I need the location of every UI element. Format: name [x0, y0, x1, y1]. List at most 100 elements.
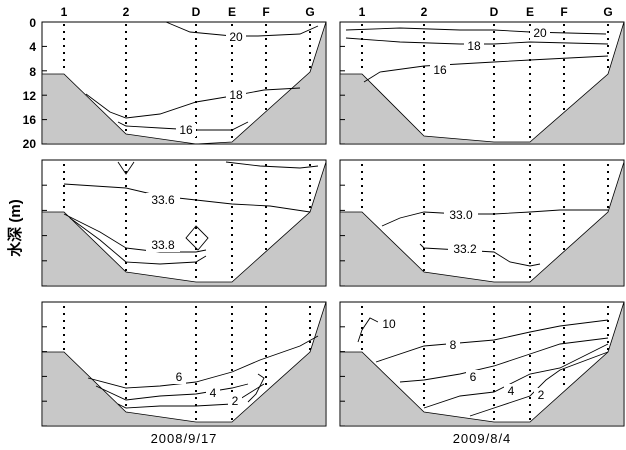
station-sample-dot [309, 327, 311, 329]
station-sample-dot [125, 101, 127, 103]
station-sample-dot [125, 269, 127, 271]
contour-label: 16 [433, 63, 447, 77]
station-sample-dot [125, 313, 127, 315]
station-sample-dot [607, 38, 609, 40]
station-sample-dot [529, 129, 531, 131]
station-sample-dot [563, 362, 565, 364]
station-sample-dot [493, 66, 495, 68]
station-sample-dot [493, 220, 495, 222]
station-sample-dot [529, 171, 531, 173]
station-sample-dot [125, 341, 127, 343]
station-sample-dot [423, 404, 425, 406]
contour-label: 2 [538, 388, 545, 402]
station-sample-dot [563, 348, 565, 350]
station-sample-dot [529, 192, 531, 194]
station-sample-dot [529, 383, 531, 385]
station-sample-dot [63, 341, 65, 343]
station-sample-dot [563, 87, 565, 89]
station-sample-dot [423, 313, 425, 315]
station-sample-dot [195, 45, 197, 47]
station-sample-dot [231, 108, 233, 110]
station-sample-dot [361, 52, 363, 54]
station-sample-dot [195, 38, 197, 40]
contour-33-6-r2-left [63, 183, 311, 213]
station-sample-dot [423, 390, 425, 392]
station-sample-dot [195, 327, 197, 329]
station-sample-dot [231, 115, 233, 117]
station-sample-dot [529, 262, 531, 264]
station-sample-dot [195, 234, 197, 236]
contour-label: 33.6 [151, 193, 175, 207]
station-sample-dot [563, 101, 565, 103]
station-sample-dot [231, 101, 233, 103]
station-sample-dot [125, 327, 127, 329]
station-sample-dot [529, 390, 531, 392]
station-sample-dot [423, 122, 425, 124]
station-sample-dot [195, 262, 197, 264]
station-sample-dot [309, 348, 311, 350]
station-sample-dot [265, 185, 267, 187]
station-sample-dot [265, 306, 267, 308]
station-sample-dot [563, 80, 565, 82]
station-sample-dot [265, 59, 267, 61]
station-sample-dot [529, 255, 531, 257]
station-sample-dot [493, 383, 495, 385]
station-sample-dot [195, 80, 197, 82]
station-sample-dot [361, 171, 363, 173]
station-sample-dot [493, 178, 495, 180]
station-sample-dot [607, 306, 609, 308]
station-sample-dot [361, 306, 363, 308]
station-sample-dot [423, 320, 425, 322]
station-sample-dot [529, 213, 531, 215]
station-sample-dot [63, 348, 65, 350]
station-sample-dot [361, 185, 363, 187]
station-sample-dot [361, 334, 363, 336]
station-sample-dot [265, 31, 267, 33]
station-sample-dot [309, 334, 311, 336]
station-sample-dot [563, 355, 565, 357]
station-sample-dot [423, 369, 425, 371]
station-sample-dot [195, 418, 197, 420]
station-sample-dot [231, 45, 233, 47]
station-sample-dot [423, 241, 425, 243]
station-sample-dot [231, 334, 233, 336]
station-sample-dot [265, 206, 267, 208]
station-sample-dot [231, 327, 233, 329]
station-sample-dot [231, 136, 233, 138]
station-sample-dot [195, 348, 197, 350]
station-sample-dot [125, 383, 127, 385]
station-sample-dot [493, 362, 495, 364]
station-sample-dot [231, 171, 233, 173]
station-sample-dot [529, 73, 531, 75]
station-sample-dot [493, 341, 495, 343]
station-sample-dot [563, 199, 565, 201]
contour-lines [63, 21, 609, 417]
station-sample-dot [423, 362, 425, 364]
station-sample-dot [63, 59, 65, 61]
station-sample-dot [125, 129, 127, 131]
station-sample-dot [125, 390, 127, 392]
station-sample-dot [423, 327, 425, 329]
station-sample-dot [529, 115, 531, 117]
station-sample-dot [607, 45, 609, 47]
station-sample-dot [265, 327, 267, 329]
station-sample-dot [529, 108, 531, 110]
contour-label: 20 [229, 30, 243, 44]
station-sample-dot [493, 206, 495, 208]
station-sample-dot [195, 171, 197, 173]
station-sample-dot [63, 66, 65, 68]
station-sample-dot [309, 24, 311, 26]
station-sample-dot [423, 306, 425, 308]
station-sample-dot [529, 348, 531, 350]
station-sample-dot [63, 306, 65, 308]
depth-tick-label: 16 [23, 113, 37, 127]
station-sample-dot [125, 376, 127, 378]
station-sample-dot [563, 192, 565, 194]
contour-label: 18 [467, 39, 481, 53]
contour-label: 33.8 [151, 238, 175, 252]
station-sample-dot [423, 87, 425, 89]
station-sample-dot [423, 397, 425, 399]
station-sample-dot [231, 213, 233, 215]
station-sample-dot [231, 362, 233, 364]
contour-label: 20 [533, 26, 547, 40]
